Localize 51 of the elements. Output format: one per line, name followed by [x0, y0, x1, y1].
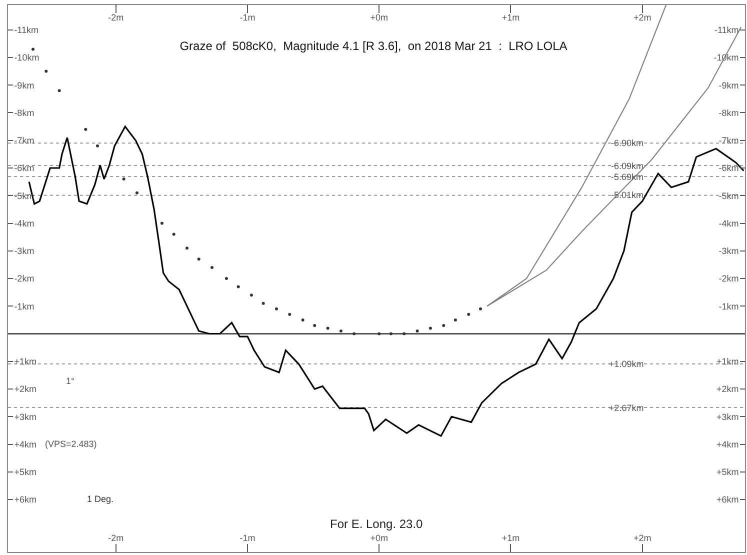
ref-line-label: +2.67km	[609, 403, 644, 413]
y2-tick-label: +2km	[716, 384, 739, 394]
y-tick-label: -9km	[14, 80, 34, 90]
ref-line-label: -6.90km	[611, 138, 644, 148]
y-tick-label: +1km	[14, 356, 36, 367]
y2-tick-label: -9km	[718, 80, 739, 90]
x2-tick-label: +1m	[502, 12, 520, 22]
y-tick-label: -11km	[14, 25, 39, 36]
y2-tick-label: -3km	[718, 246, 739, 256]
x-tick-label: +2m	[633, 533, 652, 543]
y-tick-label: -7km	[14, 136, 34, 146]
y2-tick-label: -5km	[718, 190, 739, 201]
y2-tick-label: -8km	[718, 108, 739, 118]
y-tick-label: -1km	[14, 301, 34, 312]
ref-line-label: +1.09km	[609, 359, 644, 369]
x2-tick-label: +2m	[633, 12, 652, 22]
y2-tick-label: +6km	[716, 494, 739, 505]
x-tick-label: -1m	[240, 533, 256, 543]
y2-tick-label: +1km	[716, 356, 739, 367]
y-tick-label: +4km	[14, 439, 36, 450]
y2-tick-label: -4km	[718, 218, 739, 228]
y-tick-label: +3km	[14, 412, 36, 422]
y-tick-label: -2km	[14, 274, 34, 284]
text: Graze of 508cK0, Magnitude 4.1 [R 3.6], on 2018 Mar 21 : LRO LOLA	[180, 39, 568, 54]
x-tick-label: -2m	[108, 533, 124, 543]
annotation: (VPS=2.483)	[45, 439, 97, 449]
y2-tick-label: -11km	[714, 25, 739, 36]
y2-tick-label: +5km	[716, 467, 739, 478]
ref-line-label: -6.09km	[611, 161, 644, 171]
y2-tick-label: +3km	[716, 412, 739, 422]
annotation: 1°	[66, 376, 76, 386]
y2-tick-label: +4km	[716, 439, 739, 450]
y-tick-label: -4km	[14, 218, 34, 228]
y-tick-label: -6km	[14, 163, 34, 174]
annotation: For E. Long. 23.0	[330, 517, 424, 531]
x-tick-label: +1m	[502, 533, 520, 543]
y2-tick-label: -7km	[718, 136, 739, 146]
x2-tick-label: -1m	[240, 12, 256, 22]
y2-tick-label: -6km	[718, 163, 739, 174]
x2-tick-label: -2m	[108, 12, 124, 22]
annotation: 1 Deg.	[87, 494, 114, 504]
x-tick-label: +0m	[370, 533, 388, 543]
y-tick-label: +2km	[14, 384, 36, 394]
y-tick-label: -3km	[14, 246, 34, 256]
y-tick-label: +6km	[14, 494, 36, 505]
y2-tick-label: -1km	[718, 301, 739, 312]
x2-tick-label: +0m	[370, 12, 388, 22]
y2-tick-label: -2km	[718, 274, 739, 284]
y-tick-label: +5km	[14, 467, 36, 478]
y-tick-label: -8km	[14, 108, 34, 118]
y-tick-label: -10km	[14, 52, 40, 63]
